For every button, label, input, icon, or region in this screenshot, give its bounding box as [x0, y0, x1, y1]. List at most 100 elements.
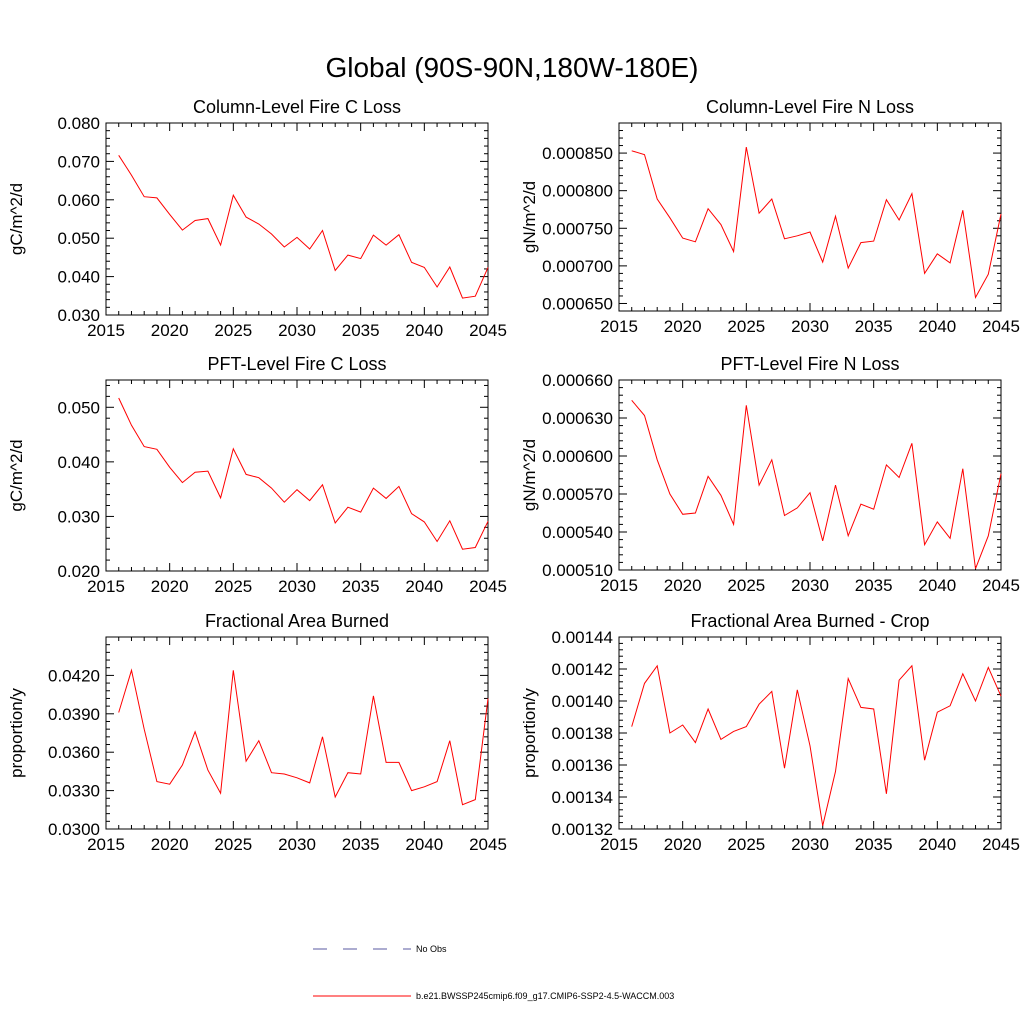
- panel-title: Fractional Area Burned - Crop: [690, 611, 929, 631]
- chart-panel-6: Fractional Area Burned - Crop proportion/…: [520, 611, 1020, 854]
- x-tick-label: 2035: [855, 576, 893, 595]
- y-tick-label: 0.000800: [542, 182, 613, 201]
- y-tick-label: 0.00140: [552, 692, 613, 711]
- y-axis-label: proportion/y: [520, 688, 539, 778]
- figure-title: Global (90S-90N,180W-180E): [325, 52, 698, 83]
- panel-title: PFT-Level Fire N Loss: [720, 354, 899, 374]
- y-tick-label: 0.00144: [552, 628, 613, 647]
- x-tick-label: 2045: [469, 321, 507, 340]
- y-tick-label: 0.00134: [552, 788, 613, 807]
- y-axis-label: proportion/y: [7, 688, 26, 778]
- x-tick-label: 2040: [405, 321, 443, 340]
- x-tick-label: 2040: [405, 835, 443, 854]
- x-tick-label: 2035: [342, 577, 380, 596]
- x-tick-label: 2045: [982, 576, 1020, 595]
- y-tick-label: 0.000850: [542, 144, 613, 163]
- y-axis-label: gN/m^2/d: [520, 439, 539, 511]
- y-tick-label: 0.000600: [542, 447, 613, 466]
- y-tick-label: 0.000750: [542, 219, 613, 238]
- y-tick-label: 0.0330: [48, 782, 100, 801]
- chart-panel-5: Fractional Area Burned proportion/y 2015 20…: [7, 611, 507, 854]
- x-tick-label: 2030: [791, 317, 829, 336]
- x-tick-label: 2020: [664, 317, 702, 336]
- x-tick-label: 2015: [600, 317, 638, 336]
- series-line: [631, 664, 1002, 826]
- y-tick-label: 0.0360: [48, 743, 100, 762]
- y-tick-label: 0.080: [57, 114, 100, 133]
- x-tick-label: 2015: [87, 321, 125, 340]
- x-tick-label: 2020: [664, 835, 702, 854]
- x-tick-label: 2025: [727, 317, 765, 336]
- y-tick-label: 0.060: [57, 191, 100, 210]
- x-tick-label: 2030: [791, 835, 829, 854]
- x-tick-label: 2025: [727, 835, 765, 854]
- x-tick-label: 2025: [214, 835, 252, 854]
- x-tick-label: 2020: [151, 321, 189, 340]
- plot-frame: [105, 379, 489, 572]
- x-tick-label: 2030: [791, 576, 829, 595]
- series-line: [118, 668, 489, 806]
- y-tick-label: 0.000540: [542, 523, 613, 542]
- x-tick-label: 2045: [469, 577, 507, 596]
- chart-panel-2: Column-Level Fire N Loss gN/m^2/d 2015 2020…: [520, 97, 1020, 336]
- x-tick-label: 2015: [600, 835, 638, 854]
- series-line: [631, 399, 1002, 569]
- x-tick-label: 2040: [405, 577, 443, 596]
- x-tick-label: 2045: [469, 835, 507, 854]
- x-tick-label: 2020: [151, 577, 189, 596]
- y-axis-label: gC/m^2/d: [7, 183, 26, 255]
- y-tick-label: 0.050: [57, 229, 100, 248]
- chart-panels: Column-Level Fire C Loss gC/m^2/d 2015 2020…: [7, 97, 1020, 854]
- y-tick-label: 0.000660: [542, 371, 613, 390]
- y-axis-label: gN/m^2/d: [520, 181, 539, 253]
- x-tick-label: 2035: [855, 317, 893, 336]
- y-tick-label: 0.050: [57, 398, 100, 417]
- x-tick-label: 2035: [342, 835, 380, 854]
- y-tick-label: 0.030: [57, 306, 100, 325]
- series-line: [118, 397, 489, 550]
- y-tick-label: 0.000510: [542, 561, 613, 580]
- x-tick-label: 2025: [214, 321, 252, 340]
- legend-label-no-obs: No Obs: [416, 944, 447, 954]
- y-tick-label: 0.020: [57, 562, 100, 581]
- y-tick-label: 0.00138: [552, 724, 613, 743]
- x-tick-label: 2015: [87, 835, 125, 854]
- x-tick-label: 2015: [87, 577, 125, 596]
- x-tick-label: 2040: [918, 835, 956, 854]
- series-line: [118, 155, 489, 299]
- y-tick-label: 0.0390: [48, 705, 100, 724]
- x-tick-label: 2025: [214, 577, 252, 596]
- x-tick-label: 2020: [664, 576, 702, 595]
- panel-title: PFT-Level Fire C Loss: [207, 354, 386, 374]
- x-tick-label: 2030: [278, 321, 316, 340]
- chart-panel-3: PFT-Level Fire C Loss gC/m^2/d 2015 2020 202…: [7, 354, 507, 596]
- chart-panel-1: Column-Level Fire C Loss gC/m^2/d 2015 2020…: [7, 97, 507, 340]
- y-tick-label: 0.000700: [542, 257, 613, 276]
- plot-frame: [618, 636, 1002, 830]
- plot-frame: [618, 379, 1002, 571]
- panel-title: Fractional Area Burned: [205, 611, 389, 631]
- x-tick-label: 2025: [727, 576, 765, 595]
- y-tick-label: 0.0300: [48, 820, 100, 839]
- x-tick-label: 2015: [600, 576, 638, 595]
- series-line: [631, 147, 1002, 300]
- x-tick-label: 2045: [982, 835, 1020, 854]
- x-tick-label: 2040: [918, 317, 956, 336]
- legend-label-model-run: b.e21.BWSSP245cmip6.f09_g17.CMIP6-SSP2-4…: [416, 991, 674, 1001]
- panel-title: Column-Level Fire N Loss: [706, 97, 914, 117]
- plot-frame: [105, 122, 489, 316]
- y-tick-label: 0.00142: [552, 660, 613, 679]
- y-tick-label: 0.00136: [552, 756, 613, 775]
- x-tick-label: 2035: [855, 835, 893, 854]
- chart-panel-4: PFT-Level Fire N Loss gN/m^2/d 2015 2020 202…: [520, 354, 1020, 595]
- y-tick-label: 0.000630: [542, 409, 613, 428]
- y-tick-label: 0.00132: [552, 820, 613, 839]
- y-tick-label: 0.000650: [542, 294, 613, 313]
- x-tick-label: 2020: [151, 835, 189, 854]
- y-tick-label: 0.040: [57, 453, 100, 472]
- y-axis-label: gC/m^2/d: [7, 439, 26, 511]
- x-tick-label: 2035: [342, 321, 380, 340]
- y-tick-label: 0.070: [57, 152, 100, 171]
- y-tick-label: 0.040: [57, 268, 100, 287]
